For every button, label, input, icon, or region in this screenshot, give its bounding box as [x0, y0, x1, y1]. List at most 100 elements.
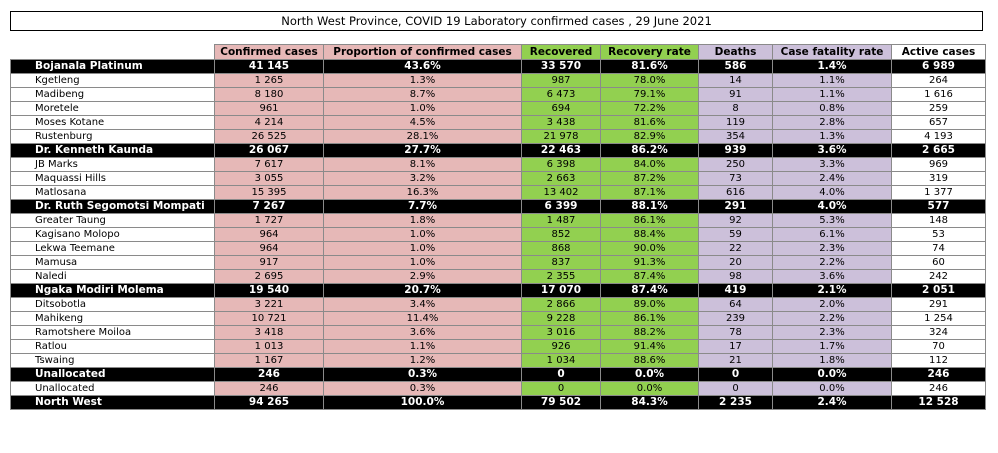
table-cell: 964	[214, 227, 324, 242]
table-cell: 1.3%	[772, 129, 892, 144]
table-cell: 917	[214, 255, 324, 270]
table-cell: 22	[698, 241, 773, 256]
column-header: Deaths	[698, 44, 773, 60]
table-cell: 6.1%	[772, 227, 892, 242]
table-cell: 13 402	[521, 185, 601, 200]
row-label: Ditsobotla	[10, 297, 215, 312]
table-cell: 88.4%	[600, 227, 699, 242]
table-cell: 17	[698, 339, 773, 354]
table-cell: 2.3%	[772, 241, 892, 256]
table-cell: 4.0%	[772, 199, 892, 214]
table-cell: 926	[521, 339, 601, 354]
table-cell: 246	[214, 367, 324, 382]
table-cell: 94 265	[214, 395, 324, 410]
table-cell: 2 355	[521, 269, 601, 284]
table-row: Unallocated 246 0.3% 0 0.0% 0 0.0% 246	[10, 381, 986, 396]
table-row: Mahikeng 10 721 11.4% 9 228 86.1% 239 2.2% 1 25…	[10, 311, 986, 326]
table-cell: 246	[891, 367, 986, 382]
table-cell: 5.3%	[772, 213, 892, 228]
table-cell: 2 051	[891, 283, 986, 298]
table-cell: 6 989	[891, 59, 986, 74]
table-cell: 242	[891, 269, 986, 284]
table-cell: 961	[214, 101, 324, 116]
column-header: Recovery rate	[600, 44, 699, 60]
table-cell: 79 502	[521, 395, 601, 410]
table-cell: 60	[891, 255, 986, 270]
table-cell: 1.1%	[323, 339, 522, 354]
table-cell: 291	[891, 297, 986, 312]
table-cell: 694	[521, 101, 601, 116]
table-cell: 22 463	[521, 143, 601, 158]
table-cell: 1.0%	[323, 101, 522, 116]
table-cell: 87.4%	[600, 283, 699, 298]
table-cell: 1 727	[214, 213, 324, 228]
table-row: Moses Kotane 4 214 4.5% 3 438 81.6% 119 2.8% 65…	[10, 115, 986, 130]
district-row: Dr. Ruth Segomotsi Mompati 7 267 7.7% 6 399…	[10, 199, 986, 214]
table-cell: 27.7%	[323, 143, 522, 158]
table-cell: 4.5%	[323, 115, 522, 130]
table-cell: 64	[698, 297, 773, 312]
row-label: Rustenburg	[10, 129, 215, 144]
table-cell: 2 866	[521, 297, 601, 312]
district-row: Dr. Kenneth Kaunda 26 067 27.7% 22 463 86.2%…	[10, 143, 986, 158]
table-cell: 2.2%	[772, 311, 892, 326]
table-cell: 264	[891, 73, 986, 88]
row-label: Mamusa	[10, 255, 215, 270]
row-label: Greater Taung	[10, 213, 215, 228]
column-header: Confirmed cases	[214, 44, 324, 60]
covid-cases-table: Confirmed cases Proportion of confirmed …	[10, 44, 986, 410]
table-cell: 939	[698, 143, 773, 158]
table-cell: 0.3%	[323, 381, 522, 396]
table-cell: 3.2%	[323, 171, 522, 186]
table-cell: 16.3%	[323, 185, 522, 200]
table-cell: 10 721	[214, 311, 324, 326]
table-cell: 0	[698, 381, 773, 396]
table-cell: 3.6%	[323, 325, 522, 340]
table-row: Moretele 961 1.0% 694 72.2% 8 0.8% 259	[10, 101, 986, 116]
table-cell: 78	[698, 325, 773, 340]
table-cell: 868	[521, 241, 601, 256]
table-cell: 82.9%	[600, 129, 699, 144]
table-row: Mamusa 917 1.0% 837 91.3% 20 2.2% 60	[10, 255, 986, 270]
table-cell: 1 487	[521, 213, 601, 228]
table-cell: 3.3%	[772, 157, 892, 172]
table-cell: 26 525	[214, 129, 324, 144]
table-cell: 7 267	[214, 199, 324, 214]
table-cell: 324	[891, 325, 986, 340]
row-label: Tswaing	[10, 353, 215, 368]
table-cell: 2.3%	[772, 325, 892, 340]
district-row: Bojanala Platinum 41 145 43.6% 33 570 81.6% 5…	[10, 59, 986, 74]
table-cell: 1 265	[214, 73, 324, 88]
row-label: Naledi	[10, 269, 215, 284]
row-label: Moretele	[10, 101, 215, 116]
header-blank	[10, 44, 215, 60]
table-cell: 14	[698, 73, 773, 88]
table-cell: 0.0%	[772, 381, 892, 396]
table-cell: 3 055	[214, 171, 324, 186]
table-cell: 0.0%	[772, 367, 892, 382]
table-cell: 86.1%	[600, 213, 699, 228]
table-cell: 9 228	[521, 311, 601, 326]
table-row: Kgetleng 1 265 1.3% 987 78.0% 14 1.1% 264	[10, 73, 986, 88]
table-cell: 1 167	[214, 353, 324, 368]
table-cell: 3.6%	[772, 269, 892, 284]
column-header: Recovered	[521, 44, 601, 60]
table-cell: 291	[698, 199, 773, 214]
table-cell: 1.0%	[323, 255, 522, 270]
district-row: Unallocated 246 0.3% 0 0.0% 0 0.0% 246	[10, 367, 986, 382]
table-cell: 21	[698, 353, 773, 368]
table-cell: 41 145	[214, 59, 324, 74]
table-cell: 88.6%	[600, 353, 699, 368]
row-label: Mahikeng	[10, 311, 215, 326]
table-cell: 1.0%	[323, 241, 522, 256]
table-cell: 2 695	[214, 269, 324, 284]
table-cell: 964	[214, 241, 324, 256]
table-cell: 1 616	[891, 87, 986, 102]
table-cell: 586	[698, 59, 773, 74]
table-cell: 0.0%	[600, 381, 699, 396]
table-cell: 8	[698, 101, 773, 116]
row-label: North West	[10, 395, 215, 410]
table-cell: 3 221	[214, 297, 324, 312]
table-row: Naledi 2 695 2.9% 2 355 87.4% 98 3.6% 242	[10, 269, 986, 284]
table-cell: 259	[891, 101, 986, 116]
